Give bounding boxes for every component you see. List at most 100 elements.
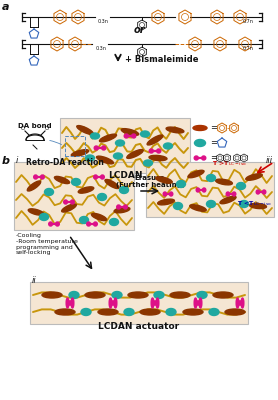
Ellipse shape (109, 298, 112, 308)
Ellipse shape (113, 153, 123, 159)
Ellipse shape (195, 140, 205, 146)
Ellipse shape (246, 174, 262, 180)
Bar (60, 118, 190, 173)
Ellipse shape (71, 178, 81, 186)
Text: DA bond: DA bond (18, 123, 52, 129)
Text: =: = (210, 154, 217, 162)
Ellipse shape (132, 134, 136, 138)
Ellipse shape (169, 192, 173, 196)
Bar (30, 282, 248, 324)
Ellipse shape (173, 202, 182, 210)
Ellipse shape (163, 192, 167, 196)
Text: ii: ii (32, 276, 37, 285)
Ellipse shape (120, 186, 128, 194)
Text: 0.7n: 0.7n (243, 46, 254, 51)
Ellipse shape (115, 140, 125, 146)
Ellipse shape (64, 200, 68, 204)
Ellipse shape (114, 207, 130, 213)
Ellipse shape (196, 188, 200, 192)
Ellipse shape (166, 127, 184, 133)
Ellipse shape (127, 150, 143, 158)
Bar (14, 162, 134, 230)
Ellipse shape (194, 298, 197, 308)
Ellipse shape (183, 309, 203, 315)
Ellipse shape (177, 180, 185, 188)
Ellipse shape (226, 192, 230, 196)
Ellipse shape (41, 175, 44, 179)
Ellipse shape (147, 135, 163, 145)
Ellipse shape (220, 196, 236, 204)
Ellipse shape (49, 222, 53, 226)
Ellipse shape (98, 194, 106, 200)
Ellipse shape (102, 146, 106, 150)
Ellipse shape (114, 298, 117, 308)
Ellipse shape (157, 149, 161, 153)
Text: 0.3n: 0.3n (98, 19, 108, 24)
Ellipse shape (105, 180, 119, 188)
Ellipse shape (71, 298, 74, 308)
Text: i: i (16, 156, 18, 165)
Ellipse shape (193, 126, 207, 130)
Ellipse shape (123, 205, 127, 209)
Text: iii: iii (266, 156, 273, 165)
Ellipse shape (236, 298, 239, 308)
Ellipse shape (188, 170, 204, 178)
Ellipse shape (71, 200, 74, 204)
Text: + Bismaleimide: + Bismaleimide (125, 56, 198, 64)
Ellipse shape (86, 155, 95, 161)
Ellipse shape (117, 205, 120, 209)
Text: 0.3n: 0.3n (96, 46, 106, 51)
Ellipse shape (39, 214, 48, 220)
Text: O: O (21, 126, 25, 131)
Ellipse shape (28, 209, 44, 215)
Ellipse shape (93, 222, 97, 226)
Ellipse shape (94, 146, 98, 150)
Ellipse shape (154, 292, 164, 298)
Bar (146, 162, 274, 217)
Text: a: a (2, 2, 9, 12)
Text: LCDAN actuator: LCDAN actuator (98, 322, 180, 331)
Ellipse shape (202, 188, 206, 192)
Ellipse shape (232, 192, 236, 196)
Ellipse shape (27, 181, 41, 191)
Ellipse shape (156, 177, 172, 183)
Text: Erasure
(Further heating): Erasure (Further heating) (116, 175, 184, 188)
Text: 0.7n: 0.7n (243, 19, 254, 24)
Ellipse shape (96, 156, 113, 164)
Ellipse shape (77, 126, 93, 134)
Ellipse shape (34, 175, 38, 179)
Ellipse shape (190, 205, 206, 211)
Ellipse shape (163, 143, 173, 149)
Ellipse shape (241, 298, 244, 308)
Ellipse shape (128, 292, 148, 298)
Ellipse shape (44, 188, 53, 196)
Ellipse shape (54, 176, 70, 184)
Ellipse shape (250, 204, 267, 208)
Ellipse shape (166, 308, 176, 316)
Bar (65, 136, 85, 156)
Ellipse shape (91, 133, 100, 139)
Text: b: b (2, 156, 10, 166)
Ellipse shape (71, 150, 89, 156)
Ellipse shape (56, 222, 59, 226)
Ellipse shape (194, 156, 198, 160)
Ellipse shape (225, 309, 245, 315)
Text: O: O (45, 126, 49, 131)
Ellipse shape (78, 187, 94, 193)
Text: T >T$_{\rm LC-iso}$: T >T$_{\rm LC-iso}$ (212, 159, 247, 168)
Ellipse shape (199, 298, 202, 308)
Ellipse shape (101, 175, 104, 179)
Ellipse shape (197, 292, 207, 298)
Ellipse shape (216, 179, 232, 185)
Ellipse shape (100, 134, 116, 142)
Ellipse shape (140, 309, 160, 315)
Ellipse shape (87, 222, 90, 226)
Ellipse shape (240, 200, 249, 208)
Ellipse shape (262, 190, 266, 194)
Ellipse shape (124, 134, 128, 138)
Ellipse shape (149, 155, 167, 161)
Ellipse shape (151, 298, 154, 308)
Ellipse shape (149, 149, 153, 153)
Ellipse shape (81, 308, 91, 316)
Text: -Cooling
-Room temperature
programming and
self-locking: -Cooling -Room temperature programming a… (16, 233, 78, 256)
